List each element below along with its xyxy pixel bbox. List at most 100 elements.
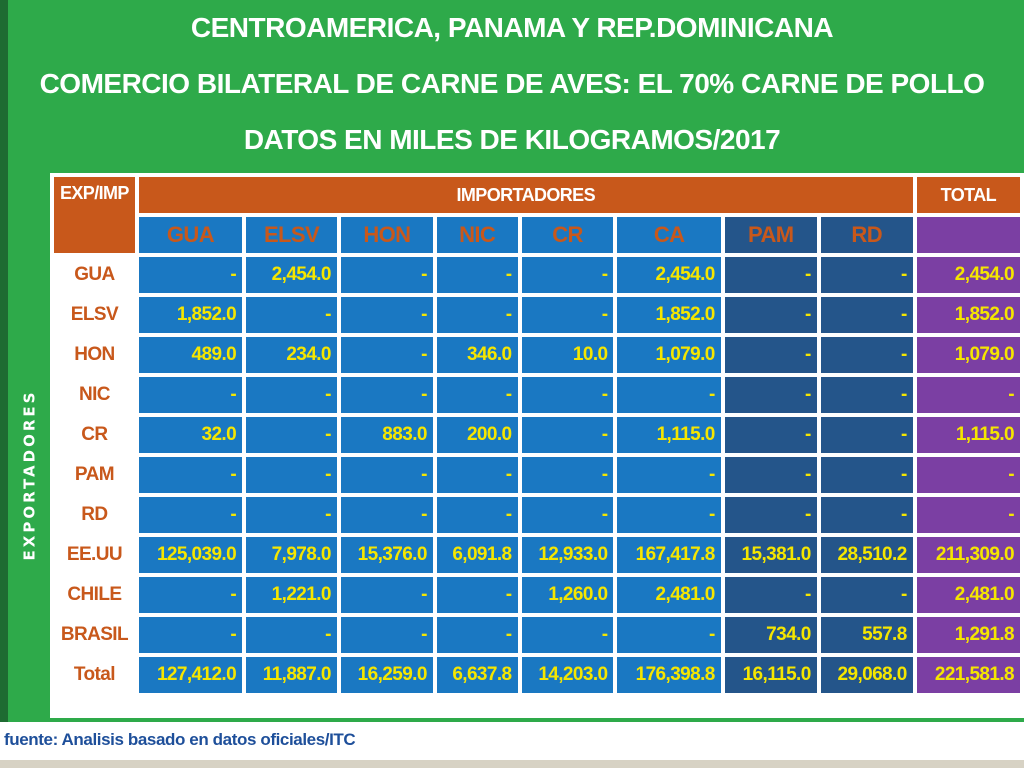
value-cell: 6,091.8	[436, 537, 518, 573]
row-total-cell: 211,309.0	[916, 537, 1020, 573]
column-header-total	[916, 217, 1020, 253]
value-cell: -	[724, 457, 817, 493]
row-total-cell: 2,454.0	[916, 257, 1020, 293]
table-row: NIC - - - - - - - - -	[54, 377, 1020, 413]
value-cell: -	[724, 577, 817, 613]
value-cell: -	[724, 417, 817, 453]
table-row: CHILE -1,221.0- -1,260.0 2,481.0- -2,481.0	[54, 577, 1020, 613]
value-cell: -	[246, 497, 337, 533]
value-cell: 10.0	[521, 337, 614, 373]
value-cell: -	[617, 497, 721, 533]
value-cell: -	[521, 617, 614, 653]
value-cell: 29,068.0	[820, 657, 913, 693]
row-axis-label: EXPORTADORES	[14, 370, 44, 580]
value-cell: -	[340, 377, 433, 413]
value-cell: -	[138, 377, 243, 413]
value-cell: 176,398.8	[617, 657, 721, 693]
value-cell: -	[340, 617, 433, 653]
column-header-cr: CR	[521, 217, 614, 253]
value-cell: 1,852.0	[138, 297, 243, 333]
value-cell: -	[436, 577, 518, 613]
importers-header: IMPORTADORES	[138, 177, 913, 213]
table-row: ELSV 1,852.0- - - -1,852.0- -1,852.0	[54, 297, 1020, 333]
title-line-1: CENTROAMERICA, PANAMA Y REP.DOMINICANA	[190, 12, 834, 43]
value-cell: -	[521, 377, 614, 413]
value-cell: 346.0	[436, 337, 518, 373]
column-header-elsv: ELSV	[246, 217, 337, 253]
value-cell: -	[820, 377, 913, 413]
value-cell: -	[340, 337, 433, 373]
column-header-hon: HON	[340, 217, 433, 253]
table-row: PAM - - - - - - - - -	[54, 457, 1020, 493]
footer: fuente: Analisis basado en datos oficial…	[0, 722, 1024, 760]
value-cell: -	[340, 297, 433, 333]
value-cell: 734.0	[724, 617, 817, 653]
row-label: EE.UU	[54, 537, 135, 573]
table-row: GUA -2,454.0- - -2,454.0- -2,454.0	[54, 257, 1020, 293]
total-header: TOTAL	[916, 177, 1020, 213]
value-cell: -	[436, 297, 518, 333]
value-cell: -	[724, 337, 817, 373]
value-cell: -	[820, 577, 913, 613]
value-cell: -	[138, 457, 243, 493]
table-row: RD - - - - - - - - -	[54, 497, 1020, 533]
value-cell: 28,510.2	[820, 537, 913, 573]
bottom-band	[0, 760, 1024, 768]
value-cell: 489.0	[138, 337, 243, 373]
value-cell: -	[820, 497, 913, 533]
value-cell: -	[138, 617, 243, 653]
value-cell: -	[138, 497, 243, 533]
trade-table: EXP/IMP IMPORTADORES TOTAL GUA ELSV HON NIC…	[50, 173, 1024, 697]
value-cell: -	[436, 617, 518, 653]
column-header-rd: RD	[820, 217, 913, 253]
column-header-ca: CA	[617, 217, 721, 253]
value-cell: 200.0	[436, 417, 518, 453]
column-header-gua: GUA	[138, 217, 243, 253]
value-cell: 125,039.0	[138, 537, 243, 573]
value-cell: 6,637.8	[436, 657, 518, 693]
value-cell: -	[246, 297, 337, 333]
value-cell: 14,203.0	[521, 657, 614, 693]
value-cell: -	[340, 577, 433, 613]
value-cell: -	[820, 257, 913, 293]
value-cell: -	[521, 257, 614, 293]
value-cell: 2,454.0	[246, 257, 337, 293]
value-cell: -	[820, 457, 913, 493]
header-row-1: EXP/IMP IMPORTADORES TOTAL	[54, 177, 1020, 253]
left-strip	[0, 0, 8, 768]
row-label: BRASIL	[54, 617, 135, 653]
value-cell: 2,481.0	[617, 577, 721, 613]
value-cell: 1,079.0	[617, 337, 721, 373]
value-cell: -	[340, 457, 433, 493]
row-total-cell: -	[916, 377, 1020, 413]
value-cell: -	[521, 417, 614, 453]
value-cell: 16,115.0	[724, 657, 817, 693]
row-total-cell: -	[916, 457, 1020, 493]
value-cell: -	[820, 337, 913, 373]
value-cell: 234.0	[246, 337, 337, 373]
row-label: PAM	[54, 457, 135, 493]
row-label: Total	[54, 657, 135, 693]
value-cell: -	[521, 297, 614, 333]
corner-label: EXP/IMP	[54, 177, 135, 253]
value-cell: -	[724, 497, 817, 533]
value-cell: 1,221.0	[246, 577, 337, 613]
table-row: Total 127,412.0 11,887.0 16,259.0 6,637.8 14,…	[54, 657, 1020, 693]
title-line-3: DATOS EN MILES DE KILOGRAMOS/2017	[243, 124, 781, 155]
value-cell: -	[724, 257, 817, 293]
title-block: CENTROAMERICA, PANAMA Y REP.DOMINICANA C…	[0, 0, 1024, 168]
column-header-nic: NIC	[436, 217, 518, 253]
row-label: CHILE	[54, 577, 135, 613]
value-cell: -	[138, 577, 243, 613]
value-cell: -	[246, 377, 337, 413]
value-cell: 15,381.0	[724, 537, 817, 573]
value-cell: -	[617, 377, 721, 413]
value-cell: -	[340, 257, 433, 293]
value-cell: -	[246, 417, 337, 453]
row-label: CR	[54, 417, 135, 453]
table-row: EE.UU 125,039.0 7,978.0 15,376.0 6,091.8 12,9…	[54, 537, 1020, 573]
value-cell: -	[724, 297, 817, 333]
row-total-cell: 1,115.0	[916, 417, 1020, 453]
row-label: ELSV	[54, 297, 135, 333]
value-cell: -	[340, 497, 433, 533]
